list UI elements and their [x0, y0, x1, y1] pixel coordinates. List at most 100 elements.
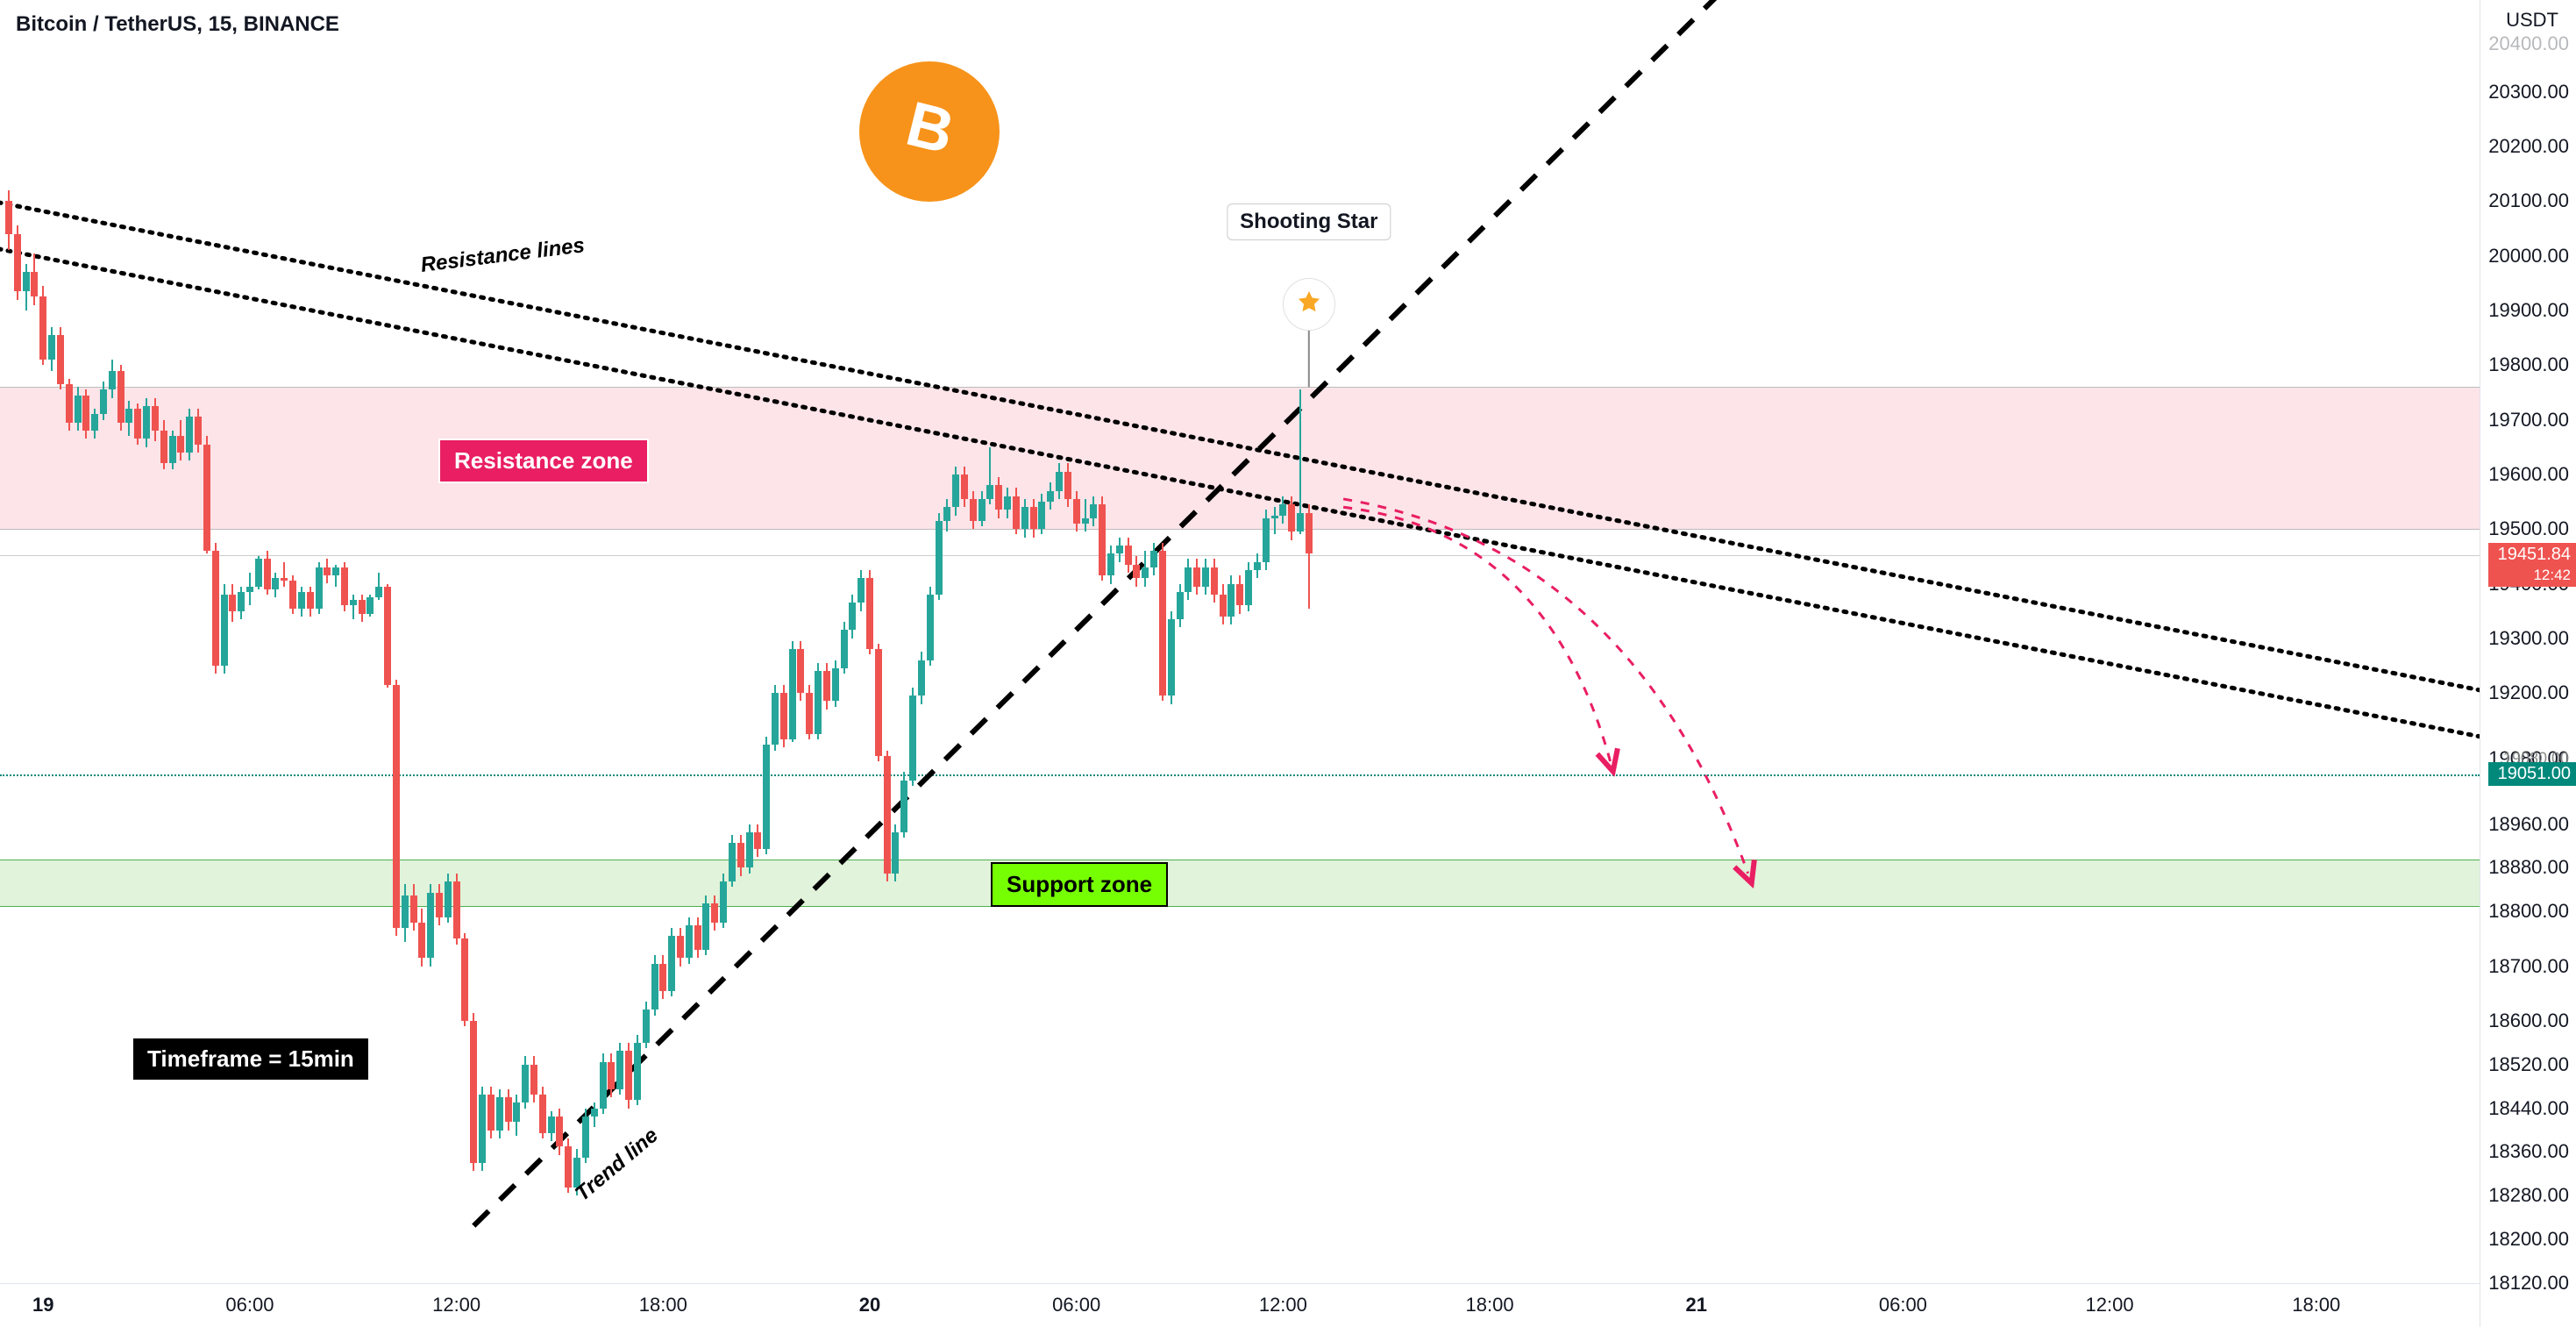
candle-body[interactable] [1099, 504, 1106, 575]
candle-body[interactable] [66, 384, 73, 423]
candle-body[interactable] [461, 938, 468, 1020]
candle-body[interactable] [1202, 567, 1209, 587]
candle-body[interactable] [324, 567, 331, 575]
candle-body[interactable] [307, 592, 314, 609]
candle-body[interactable] [48, 335, 55, 360]
candle-body[interactable] [823, 671, 830, 701]
candle-body[interactable] [410, 895, 417, 923]
candle-body[interactable] [884, 756, 891, 874]
candle-body[interactable] [14, 234, 21, 291]
candle-body[interactable] [1047, 491, 1054, 502]
candle-body[interactable] [1228, 584, 1235, 617]
candle-body[interactable] [737, 843, 744, 867]
candle-body[interactable] [1236, 584, 1243, 606]
candle-body[interactable] [402, 895, 409, 928]
candle-body[interactable] [332, 567, 339, 575]
candle-body[interactable] [1279, 504, 1286, 515]
candle-body[interactable] [31, 272, 38, 296]
candle-body[interactable] [986, 485, 993, 499]
candle-body[interactable] [1159, 551, 1166, 696]
candle-body[interactable] [927, 595, 934, 660]
candle-body[interactable] [513, 1102, 520, 1122]
candle-body[interactable] [195, 417, 202, 444]
candle-body[interactable] [1073, 499, 1080, 524]
candle-body[interactable] [75, 396, 82, 423]
candle-body[interactable] [772, 693, 779, 745]
candle-body[interactable] [961, 474, 968, 499]
candle-body[interactable] [1150, 551, 1157, 567]
candle-body[interactable] [539, 1095, 546, 1133]
candle-body[interactable] [264, 559, 271, 589]
candle-body[interactable] [711, 903, 718, 923]
candle-body[interactable] [1193, 567, 1200, 587]
candle-body[interactable] [643, 1010, 650, 1042]
candle-body[interactable] [806, 693, 813, 734]
candle-body[interactable] [487, 1095, 495, 1130]
candle-body[interactable] [789, 649, 796, 739]
candle-body[interactable] [522, 1065, 529, 1103]
candle-body[interactable] [152, 406, 159, 431]
candle-body[interactable] [298, 592, 305, 609]
candle-body[interactable] [203, 445, 210, 551]
candle-body[interactable] [272, 578, 279, 589]
candle-body[interactable] [1254, 562, 1261, 570]
candle-body[interactable] [1038, 502, 1045, 529]
candle-body[interactable] [496, 1097, 503, 1130]
candle-body[interactable] [582, 1117, 589, 1158]
candle-body[interactable] [1004, 496, 1011, 510]
candle-body[interactable] [177, 436, 184, 453]
candle-body[interactable] [1030, 507, 1037, 529]
candle-body[interactable] [849, 603, 856, 630]
candle-body[interactable] [591, 1109, 598, 1117]
candle-body[interactable] [686, 925, 693, 958]
candle-body[interactable] [1297, 513, 1304, 532]
candle-body[interactable] [970, 499, 977, 521]
candle-body[interactable] [1211, 567, 1218, 595]
candle-body[interactable] [720, 881, 727, 923]
candle-body[interactable] [229, 595, 236, 611]
candle-body[interactable] [952, 474, 959, 507]
candle-body[interactable] [384, 587, 391, 685]
candle-body[interactable] [160, 431, 167, 463]
candle-body[interactable] [82, 396, 89, 431]
candle-body[interactable] [350, 600, 357, 605]
candle-body[interactable] [1168, 619, 1175, 696]
candle-body[interactable] [918, 660, 925, 696]
candle-body[interactable] [694, 925, 701, 950]
candle-body[interactable] [1245, 570, 1252, 605]
candle-body[interactable] [1021, 507, 1028, 529]
candle-body[interactable] [634, 1043, 641, 1100]
candle-body[interactable] [186, 417, 193, 452]
candle-body[interactable] [246, 587, 253, 592]
candle-body[interactable] [23, 272, 30, 291]
candle-body[interactable] [797, 649, 804, 693]
candle-body[interactable] [608, 1062, 615, 1089]
candle-body[interactable] [668, 936, 675, 990]
candle-body[interactable] [1271, 516, 1278, 518]
chart-plot-area[interactable]: BResistance zoneSupport zoneTimeframe = … [0, 0, 2480, 1327]
candle-body[interactable] [754, 832, 761, 849]
candle-body[interactable] [565, 1146, 572, 1188]
candle-body[interactable] [909, 696, 916, 781]
candle-body[interactable] [1220, 595, 1227, 617]
candle-body[interactable] [366, 597, 374, 614]
candle-body[interactable] [39, 296, 46, 360]
candle-body[interactable] [943, 507, 950, 521]
candle-body[interactable] [530, 1065, 537, 1095]
candle-body[interactable] [900, 781, 907, 832]
candle-body[interactable] [936, 521, 943, 595]
candle-body[interactable] [1107, 553, 1114, 575]
candle-body[interactable] [892, 832, 899, 874]
candle-body[interactable] [1125, 546, 1132, 565]
candle-body[interactable] [169, 436, 176, 463]
candle-body[interactable] [1177, 592, 1184, 619]
candle-body[interactable] [875, 649, 882, 755]
candle-body[interactable] [1064, 472, 1071, 499]
candle-body[interactable] [134, 409, 141, 439]
candle-body[interactable] [995, 485, 1002, 510]
candle-body[interactable] [212, 551, 219, 666]
candle-body[interactable] [556, 1117, 563, 1146]
candle-body[interactable] [479, 1095, 486, 1163]
candle-body[interactable] [702, 903, 709, 950]
candle-body[interactable] [746, 832, 753, 867]
